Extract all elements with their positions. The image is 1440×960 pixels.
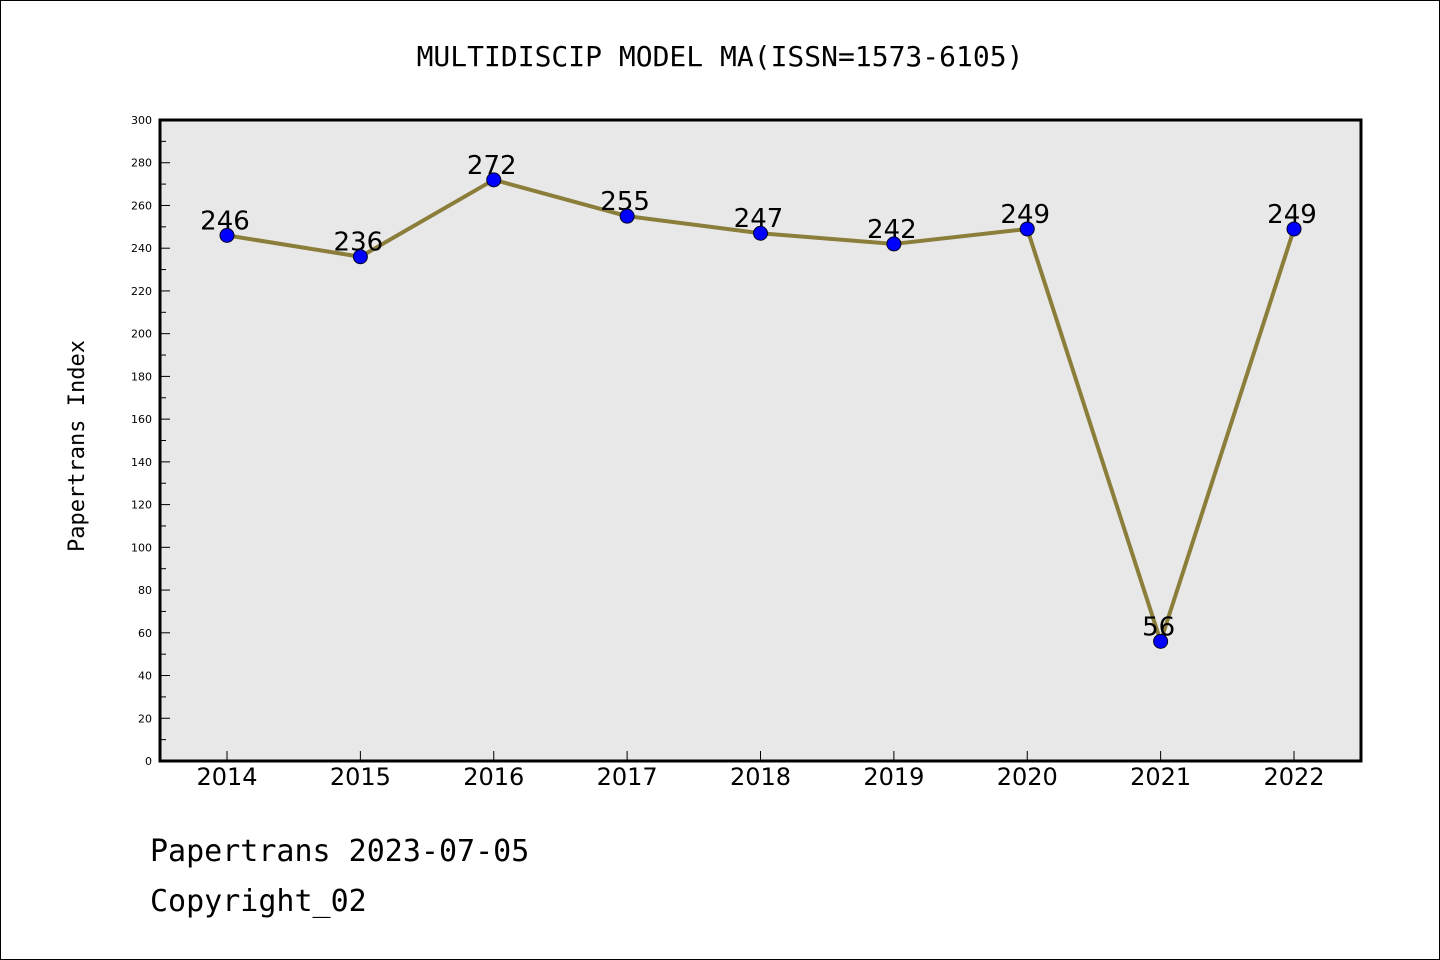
x-tick-label: 2021: [1130, 763, 1191, 791]
y-tick-label: 220: [131, 285, 152, 298]
y-axis: 0 20 40 60 80 100 120 140 160 180 200 220 240 260 280 3…: [131, 114, 170, 768]
data-point: [486, 172, 502, 188]
data-point: [219, 227, 235, 243]
y-tick-label: 240: [131, 242, 152, 255]
y-tick-label: 40: [138, 670, 152, 683]
y-tick-label: 280: [131, 157, 152, 170]
y-tick-label: 120: [131, 499, 152, 512]
chart-title: MULTIDISCIP MODEL MA(ISSN=1573-6105): [417, 40, 1024, 73]
x-axis: 2014 2015 2016 2017 2018 2019 2020 2021 2022: [196, 751, 1325, 791]
y-tick-label: 60: [138, 627, 152, 640]
y-tick-label: 300: [131, 114, 152, 127]
y-tick-label: 200: [131, 328, 152, 341]
y-tick-label: 0: [145, 755, 152, 768]
y-tick-label: 80: [138, 584, 152, 597]
y-tick-label: 140: [131, 456, 152, 469]
y-tick-label: 100: [131, 541, 152, 554]
x-tick-label: 2016: [463, 763, 524, 791]
data-point: [352, 249, 368, 265]
footer-date-line: Papertrans 2023-07-05: [150, 834, 530, 869]
y-axis-label: Papertrans Index: [65, 340, 90, 552]
y-tick-label: 180: [131, 370, 152, 383]
x-tick-label: 2014: [196, 763, 257, 791]
x-tick-label: 2018: [730, 763, 791, 791]
data-point: [619, 208, 635, 224]
footer-copyright-line: Copyright_02: [150, 884, 367, 919]
x-tick-label: 2022: [1263, 763, 1324, 791]
x-tick-label: 2015: [330, 763, 391, 791]
data-point: [1019, 221, 1035, 237]
data-point: [753, 225, 768, 241]
x-tick-label: 2017: [597, 763, 658, 791]
data-point: [1153, 633, 1169, 649]
data-point: [886, 236, 902, 252]
y-tick-label: 160: [131, 413, 152, 426]
plot-border: [158, 118, 1363, 763]
y-tick-label: 260: [131, 199, 152, 212]
x-tick-label: 2019: [863, 763, 924, 791]
x-tick-label: 2020: [997, 763, 1058, 791]
y-tick-label: 20: [138, 712, 152, 725]
data-point: [1286, 221, 1302, 237]
